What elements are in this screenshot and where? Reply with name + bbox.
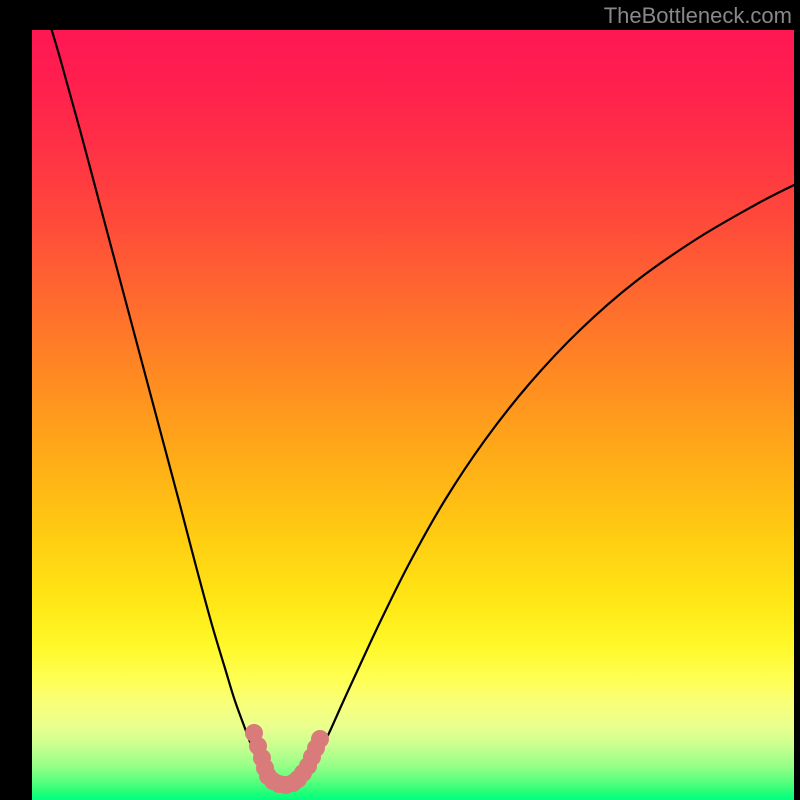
chart-overlay — [0, 0, 800, 800]
curve-marker — [311, 730, 329, 748]
curve-marker-group — [245, 724, 329, 794]
bottleneck-curve — [45, 8, 794, 786]
